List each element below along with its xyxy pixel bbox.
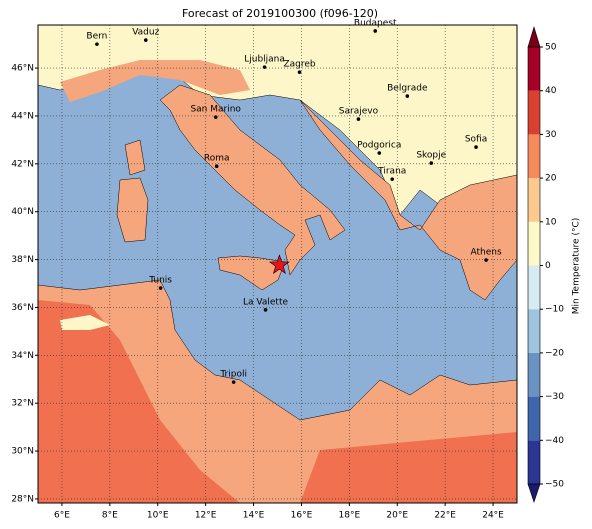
- city-dot: [484, 258, 488, 262]
- colorbar-bin: [528, 221, 540, 266]
- colorbar-tick-label: 50: [545, 43, 557, 53]
- lat-tick-label: 38°N: [11, 255, 34, 265]
- city-dot: [214, 164, 219, 169]
- colorbar-bin: [528, 440, 540, 484]
- colorbar-tick-label: 10: [545, 217, 557, 227]
- city-dot: [95, 42, 99, 46]
- city-dot: [373, 29, 378, 33]
- lat-tick-label: 30°N: [11, 447, 34, 457]
- africa-warm: [38, 300, 240, 503]
- colorbar-tick-label: −50: [545, 480, 564, 490]
- lat-tick-label: 44°N: [11, 111, 34, 121]
- city-dot: [158, 286, 163, 290]
- colorbar-bin: [528, 396, 540, 441]
- city-label: Budapest: [354, 18, 397, 28]
- city-dot: [297, 70, 302, 74]
- lon-tick-label: 18°E: [339, 511, 361, 521]
- city-dot: [263, 308, 268, 312]
- city-label: San Marino: [190, 105, 241, 115]
- colorbar-tick-label: 30: [545, 130, 557, 140]
- city-label: Skopje: [416, 151, 446, 161]
- colorbar-bin: [528, 309, 540, 353]
- colorbar-tick-label: −20: [545, 348, 564, 358]
- sardinia: [116, 177, 149, 243]
- colorbar-over: [527, 25, 541, 48]
- lat-tick-label: 34°N: [11, 351, 34, 361]
- map-layers: [38, 25, 517, 503]
- colorbar-tick-label: −30: [545, 392, 564, 402]
- lat-tick-label: 28°N: [11, 494, 34, 504]
- lat-tick-label: 32°N: [11, 399, 34, 409]
- grid: 6°E 8°E 10°E 12°E 14°E 16°E 18°E 20°E 22°E 24°E 28…: [11, 25, 517, 521]
- city-dot: [143, 38, 148, 42]
- colorbar-bin: [528, 47, 540, 91]
- city-dot: [231, 380, 236, 384]
- lat-tick-label: 36°N: [11, 303, 34, 313]
- city-label: Tunis: [148, 276, 172, 286]
- colorbar-bin: [528, 134, 540, 179]
- city-dot: [262, 65, 267, 69]
- city-dot: [474, 145, 478, 149]
- lon-tick-label: 22°E: [434, 511, 456, 521]
- city-label: Sofia: [465, 135, 487, 145]
- city-dot: [390, 177, 395, 181]
- colorbar-tick-label: 20: [545, 174, 557, 184]
- city-label: Roma: [204, 154, 230, 164]
- corsica: [124, 139, 146, 176]
- lat-tick-label: 40°N: [11, 207, 34, 217]
- lon-tick-label: 14°E: [243, 511, 265, 521]
- lon-tick-label: 12°E: [195, 511, 217, 521]
- city-label: Belgrade: [387, 84, 428, 94]
- city-label: Athens: [471, 248, 502, 258]
- city-dot: [405, 94, 410, 98]
- city-label: Tirana: [377, 167, 406, 177]
- lon-tick-label: 10°E: [147, 511, 169, 521]
- balkans: [299, 99, 517, 301]
- city-label: Bern: [86, 32, 107, 42]
- title: Forecast of 2019100300 (f096-120): [182, 7, 378, 20]
- colorbar-bin: [528, 265, 540, 310]
- colorbar-bin: [528, 178, 540, 222]
- alps: [60, 60, 250, 102]
- colorbar-tick-label: −10: [545, 305, 564, 315]
- city-label: Tripoli: [219, 370, 247, 380]
- colorbar-bin: [528, 90, 540, 135]
- lon-tick-label: 24°E: [482, 511, 504, 521]
- city-label: Vaduz: [132, 28, 159, 38]
- italy: [159, 84, 346, 276]
- lat-tick-label: 42°N: [11, 159, 34, 169]
- lon-tick-label: 6°E: [54, 511, 70, 521]
- city-label: Ljubljana: [244, 55, 285, 65]
- colorbar: −50 −40 −30 −20 −10 0 10 20 30 40 50: [527, 25, 564, 503]
- lon-tick-label: 20°E: [386, 511, 408, 521]
- colorbar-tick-label: 0: [545, 261, 551, 271]
- city-dot: [377, 151, 382, 155]
- city-label: Sarajevo: [339, 107, 379, 117]
- city-label: Zagreb: [283, 60, 315, 70]
- map-frame: [37, 24, 518, 504]
- colorbar-tick-label: 40: [545, 86, 557, 96]
- cold-patch: [60, 315, 110, 330]
- lon-tick-label: 16°E: [291, 511, 313, 521]
- city-dot: [356, 117, 361, 121]
- colorbar-tick-label: −40: [545, 436, 564, 446]
- colorbar-bin: [528, 352, 540, 397]
- city-label: La Valette: [243, 297, 288, 307]
- sicily: [217, 255, 286, 291]
- colorbar-label: Min Temperature (°C): [572, 218, 582, 315]
- lon-tick-label: 8°E: [102, 511, 118, 521]
- lat-tick-label: 46°N: [11, 64, 34, 74]
- city-dot: [213, 115, 218, 119]
- city-dot: [429, 161, 434, 165]
- colorbar-under: [527, 483, 541, 503]
- star-marker: [269, 254, 290, 274]
- city-label: Podgorica: [357, 141, 401, 151]
- africa-warm: [300, 432, 517, 503]
